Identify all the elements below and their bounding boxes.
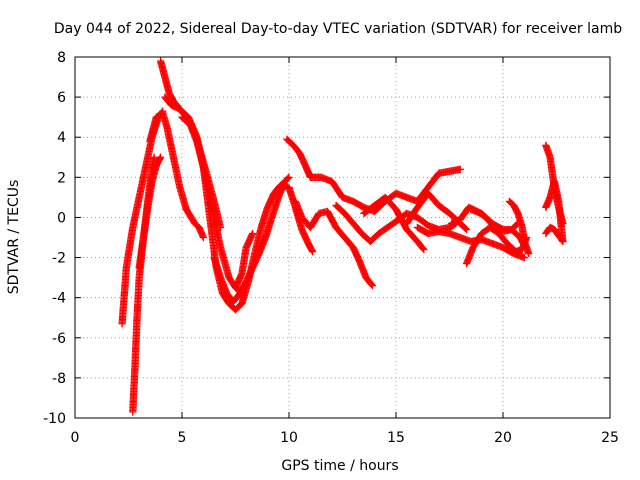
series-arc-12 [332,201,460,246]
data-point [216,223,225,232]
data-point [285,173,293,181]
data-point [368,281,377,290]
series-arc-9 [231,229,257,292]
data-point [420,245,428,254]
x-tick-label: 15 [387,430,405,446]
plot-frame [74,56,611,419]
series-arc-13 [360,193,428,254]
data-point [419,244,427,253]
series-arc-8 [210,173,293,306]
y-tick-label: -6 [52,331,66,347]
series-arc-7 [178,113,225,232]
x-tick-label: 5 [178,430,187,446]
data-point [559,237,567,246]
series-arc-22 [542,177,567,246]
data-point [308,247,317,256]
series-arc-11 [291,197,377,290]
data-point [367,280,376,289]
series-arc-3 [135,153,165,272]
y-tick-label: 8 [57,50,66,66]
data-point [284,174,292,182]
data-point [456,165,464,173]
data-point [156,153,165,161]
data-point [461,224,470,233]
data-point [525,249,533,258]
series-arc-10 [283,135,464,216]
y-tick-label: 6 [57,90,66,106]
chart-title: Day 044 of 2022, Sidereal Day-to-day VTE… [54,21,622,37]
y-axis-label: SDTVAR / TECUs [6,180,22,295]
data-point [462,225,471,234]
y-tick-label: -2 [52,251,66,267]
x-tick-label: 25 [601,430,619,446]
series-arc-14 [403,189,471,234]
data-point [150,153,158,161]
series-layer [118,57,567,416]
y-tick-label: -10 [43,411,66,427]
x-axis-label: GPS time / hours [281,458,398,474]
y-tick-label: -4 [52,291,66,307]
data-point [248,229,257,238]
y-tick-label: 0 [57,210,66,226]
y-tick-label: 2 [57,170,66,186]
y-tick-label: -8 [52,371,66,387]
axis-layer: 0 5 10 15 20 25 -10 -8 -6 -4 -2 0 2 4 6 8 [43,50,619,446]
data-point [520,253,529,262]
series-arc-4 [146,109,208,242]
series-arc-19 [505,197,533,258]
x-tick-label: 0 [71,430,80,446]
y-tick-label: 4 [57,130,66,146]
data-point [199,233,208,242]
x-tick-label: 10 [280,430,298,446]
x-tick-label: 20 [494,430,512,446]
